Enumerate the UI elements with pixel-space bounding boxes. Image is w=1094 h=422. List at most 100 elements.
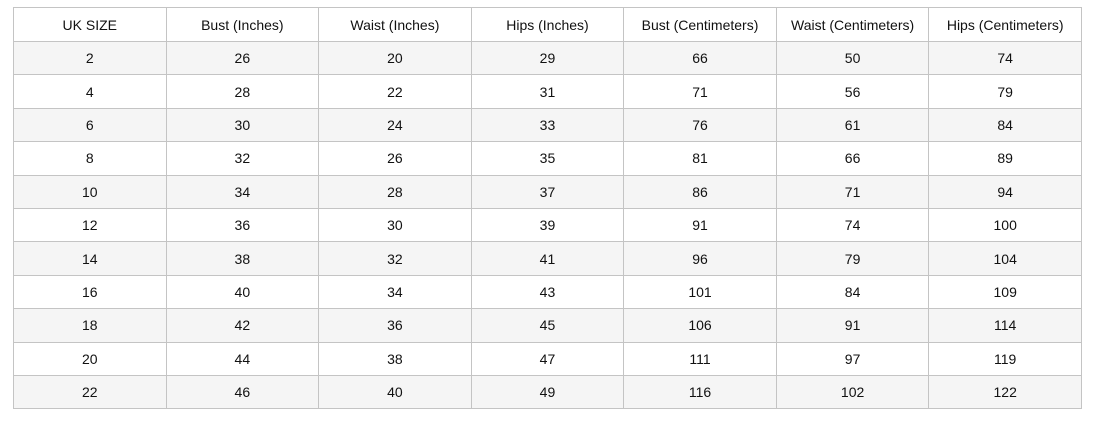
table-cell: 76: [623, 107, 777, 143]
table-cell: 8: [13, 141, 167, 176]
table-cell: 28: [165, 74, 320, 109]
table-row: 14 38 32 41 96 79 104: [13, 241, 1082, 276]
table-cell: 30: [318, 207, 472, 243]
table-cell: 39: [470, 207, 625, 243]
table-row: 2 26 20 29 66 50 74: [13, 40, 1082, 76]
table-cell: 42: [165, 308, 320, 343]
table-cell: 96: [623, 241, 777, 276]
table-cell: 74: [928, 40, 1082, 76]
table-cell: 71: [775, 174, 930, 209]
table-cell: 71: [623, 74, 777, 109]
table-cell: 94: [928, 174, 1082, 209]
table-cell: 104: [928, 241, 1082, 276]
column-header: Hips (Centimeters): [928, 7, 1082, 42]
table-cell: 10: [13, 174, 167, 209]
table-cell: 4: [13, 74, 167, 109]
table-cell: 50: [775, 40, 930, 76]
table-cell: 12: [13, 207, 167, 243]
table-cell: 24: [318, 107, 472, 143]
column-header: UK SIZE: [13, 7, 167, 42]
table-cell: 122: [928, 374, 1082, 410]
column-header: Waist (Centimeters): [775, 7, 930, 42]
table-row: 20 44 38 47 111 97 119: [13, 341, 1082, 376]
table-cell: 32: [165, 141, 320, 176]
table-cell: 49: [470, 374, 625, 410]
table-cell: 6: [13, 107, 167, 143]
table-cell: 56: [775, 74, 930, 109]
table-cell: 47: [470, 341, 625, 376]
table-cell: 111: [623, 341, 777, 376]
table-row: 6 30 24 33 76 61 84: [13, 107, 1082, 143]
table-cell: 14: [13, 241, 167, 276]
table-cell: 31: [470, 74, 625, 109]
table-header: UK SIZE Bust (Inches) Waist (Inches) Hips (…: [13, 7, 1082, 42]
table-cell: 26: [165, 40, 320, 76]
column-header: Bust (Centimeters): [623, 7, 777, 42]
table-cell: 89: [928, 141, 1082, 176]
table-cell: 106: [623, 308, 777, 343]
table-cell: 114: [928, 308, 1082, 343]
table-cell: 84: [928, 107, 1082, 143]
table-cell: 26: [318, 141, 472, 176]
table-cell: 32: [318, 241, 472, 276]
table-cell: 101: [623, 274, 777, 310]
table-cell: 33: [470, 107, 625, 143]
table-cell: 79: [928, 74, 1082, 109]
table-cell: 119: [928, 341, 1082, 376]
table-cell: 29: [470, 40, 625, 76]
header-row: UK SIZE Bust (Inches) Waist (Inches) Hips (…: [13, 7, 1082, 42]
table-cell: 34: [318, 274, 472, 310]
table-cell: 84: [775, 274, 930, 310]
table-cell: 91: [623, 207, 777, 243]
table-row: 12 36 30 39 91 74 100: [13, 207, 1082, 243]
table-cell: 45: [470, 308, 625, 343]
table-row: 22 46 40 49 116 102 122: [13, 374, 1082, 410]
table-cell: 40: [318, 374, 472, 410]
table-cell: 43: [470, 274, 625, 310]
table-cell: 86: [623, 174, 777, 209]
table-cell: 36: [318, 308, 472, 343]
table-cell: 66: [623, 40, 777, 76]
table-row: 18 42 36 45 106 91 114: [13, 308, 1082, 343]
table-cell: 116: [623, 374, 777, 410]
table-cell: 36: [165, 207, 320, 243]
table-body: 2 26 20 29 66 50 74 4 28 22 31 71 56 79 6 30 24 33 76 61 84 8…: [13, 40, 1082, 410]
table-cell: 22: [13, 374, 167, 410]
table-cell: 34: [165, 174, 320, 209]
table-cell: 37: [470, 174, 625, 209]
table-cell: 61: [775, 107, 930, 143]
table-cell: 91: [775, 308, 930, 343]
table-cell: 79: [775, 241, 930, 276]
table-cell: 28: [318, 174, 472, 209]
table-cell: 97: [775, 341, 930, 376]
table-cell: 30: [165, 107, 320, 143]
table-cell: 41: [470, 241, 625, 276]
table-cell: 16: [13, 274, 167, 310]
table-row: 4 28 22 31 71 56 79: [13, 74, 1082, 109]
table-cell: 109: [928, 274, 1082, 310]
table-cell: 38: [318, 341, 472, 376]
size-table: UK SIZE Bust (Inches) Waist (Inches) Hips (…: [13, 7, 1082, 410]
table-cell: 38: [165, 241, 320, 276]
table-cell: 81: [623, 141, 777, 176]
table-cell: 100: [928, 207, 1082, 243]
table-cell: 40: [165, 274, 320, 310]
table-cell: 18: [13, 308, 167, 343]
column-header: Waist (Inches): [318, 7, 472, 42]
table-row: 10 34 28 37 86 71 94: [13, 174, 1082, 209]
column-header: Bust (Inches): [165, 7, 320, 42]
table-cell: 74: [775, 207, 930, 243]
table-cell: 22: [318, 74, 472, 109]
table-cell: 44: [165, 341, 320, 376]
table-row: 8 32 26 35 81 66 89: [13, 141, 1082, 176]
table-cell: 20: [318, 40, 472, 76]
table-cell: 20: [13, 341, 167, 376]
column-header: Hips (Inches): [470, 7, 625, 42]
table-cell: 35: [470, 141, 625, 176]
table-cell: 102: [775, 374, 930, 410]
table-row: 16 40 34 43 101 84 109: [13, 274, 1082, 310]
table-cell: 46: [165, 374, 320, 410]
table-cell: 66: [775, 141, 930, 176]
table-cell: 2: [13, 40, 167, 76]
